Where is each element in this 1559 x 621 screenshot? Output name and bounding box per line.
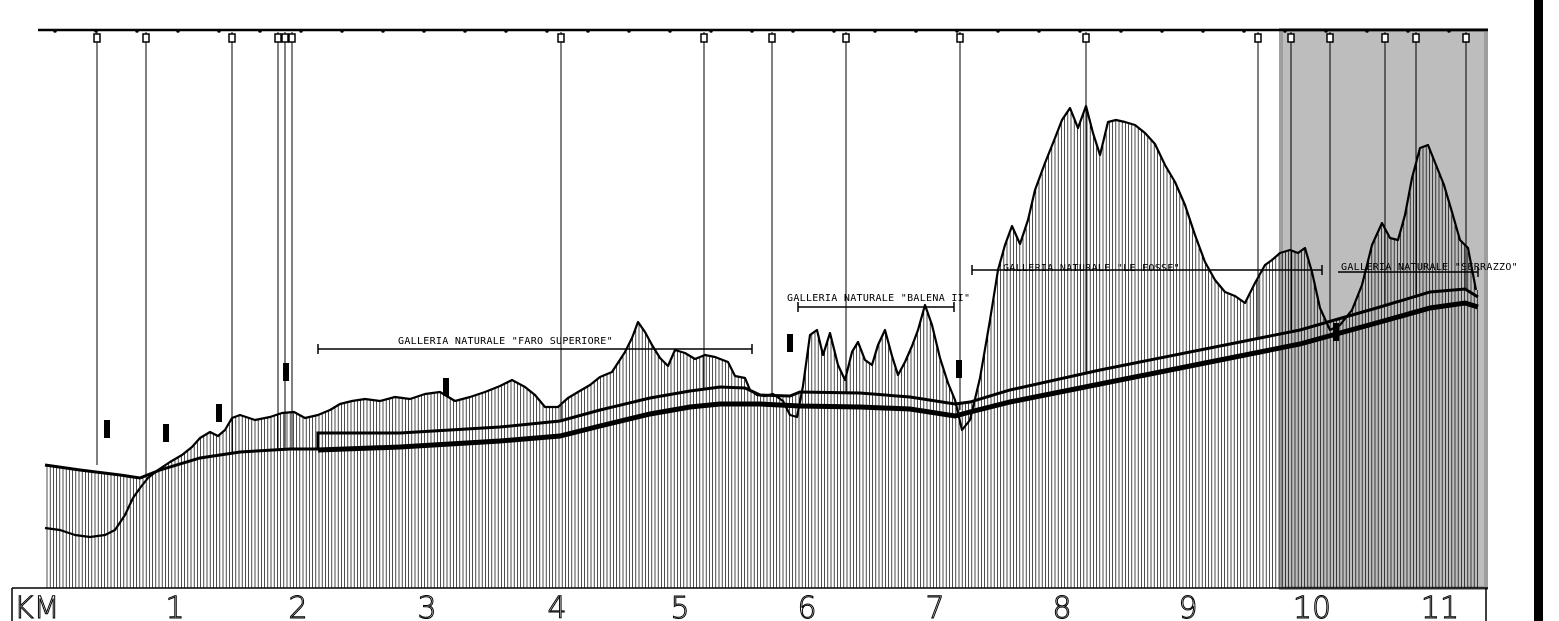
top-line-tick	[1078, 29, 1082, 33]
top-line-tick	[914, 29, 918, 33]
portal-post	[104, 420, 110, 438]
top-line-tick	[750, 29, 754, 33]
portal-post	[443, 378, 449, 396]
portal-post	[163, 424, 169, 442]
tunnel-label-faro-superiore: GALLERIA NATURALE "FARO SUPERIORE"	[398, 336, 613, 347]
top-line-tick	[176, 29, 180, 33]
top-line-tick	[135, 29, 139, 33]
top-line-tick	[422, 29, 426, 33]
km-tick-label: 4	[547, 591, 566, 621]
marker-tag	[1381, 33, 1389, 43]
top-line-tick	[258, 29, 262, 33]
top-line-tick	[996, 29, 1000, 33]
marker-tag	[281, 33, 289, 43]
top-line-tick	[1365, 29, 1369, 33]
portal-post	[956, 360, 962, 378]
tunnel-le-fosse: GALLERIA NATURALE "LE FOSSE"	[971, 263, 1323, 275]
tunnel-serrazzo: GALLERIA NATURALE "SERRAZZO"	[1338, 262, 1518, 277]
marker-tag	[768, 33, 776, 43]
frame-right-band	[1534, 0, 1543, 621]
top-line-tick	[1242, 29, 1246, 33]
top-line-tick	[955, 29, 959, 33]
km-tick-label: 11	[1421, 591, 1459, 621]
top-line-tick	[709, 29, 713, 33]
road-alignment-upper	[44, 287, 1479, 480]
tunnel-label-serrazzo: GALLERIA NATURALE "SERRAZZO"	[1341, 262, 1518, 273]
km-tick-label: 9	[1178, 591, 1197, 621]
marker-tag	[142, 33, 150, 43]
marker-tag	[288, 33, 296, 43]
portal-post	[216, 404, 222, 422]
top-line-tick	[586, 29, 590, 33]
marker-tag	[1254, 33, 1262, 43]
top-line-tick	[381, 29, 385, 33]
top-line-tick	[832, 29, 836, 33]
km-tick-label: 7	[925, 591, 944, 621]
marker-tag	[1462, 33, 1470, 43]
top-line-tick	[545, 29, 549, 33]
tunnel-label-le-fosse: GALLERIA NATURALE "LE FOSSE"	[1003, 263, 1180, 274]
km-tick-label: 1	[165, 591, 184, 621]
km-tick-label: 5	[670, 591, 689, 621]
portal-post	[787, 334, 793, 352]
top-line-tick	[504, 29, 508, 33]
top-line-tick	[1406, 29, 1410, 33]
marker-tag	[956, 33, 964, 43]
top-line-tick	[1447, 29, 1451, 33]
marker-tag	[700, 33, 708, 43]
terrain-hatching	[46, 109, 1478, 588]
km-tick-labels: 1 2 3 4 5 6 7 8 9 10 11	[165, 591, 1460, 621]
top-line-tick	[1160, 29, 1164, 33]
marker-tag	[842, 33, 850, 43]
km-tick-label: 2	[288, 591, 307, 621]
km-tick-label: 3	[417, 591, 436, 621]
top-line-tick	[94, 29, 98, 33]
road-alignment-lower	[317, 300, 1479, 453]
marker-tag	[1412, 33, 1420, 43]
top-line-tick	[1283, 29, 1287, 33]
marker-tag	[557, 33, 565, 43]
km-tick-label: 10	[1293, 591, 1331, 621]
top-line-tick	[53, 29, 57, 33]
tunnel-label-balena-ii: GALLERIA NATURALE "BALENA II"	[787, 293, 970, 304]
top-line-tick	[627, 29, 631, 33]
km-tick-label: 6	[797, 591, 816, 621]
tunnel-faro-superiore: GALLERIA NATURALE "FARO SUPERIORE"	[317, 336, 753, 354]
top-line-tick	[873, 29, 877, 33]
marker-tag	[1082, 33, 1090, 43]
top-line-tick	[1119, 29, 1123, 33]
top-line-tick	[1201, 29, 1205, 33]
top-line-tick	[340, 29, 344, 33]
km-tick-label: 8	[1052, 591, 1071, 621]
marker-tag	[1326, 33, 1334, 43]
top-line-tick	[463, 29, 467, 33]
top-line-tick	[299, 29, 303, 33]
top-line-tick	[1324, 29, 1328, 33]
top-line-tick	[217, 29, 221, 33]
top-line-tick	[1037, 29, 1041, 33]
top-line-tick	[791, 29, 795, 33]
marker-tag	[93, 33, 101, 43]
portal-post	[283, 363, 289, 381]
tunnel-balena-ii: GALLERIA NATURALE "BALENA II"	[787, 293, 970, 312]
marker-tag	[1287, 33, 1295, 43]
top-line-tick	[668, 29, 672, 33]
km-unit-label: KM	[14, 591, 60, 621]
terrain-profile-line	[44, 104, 1478, 539]
marker-tag	[228, 33, 236, 43]
marker-tag	[274, 33, 282, 43]
